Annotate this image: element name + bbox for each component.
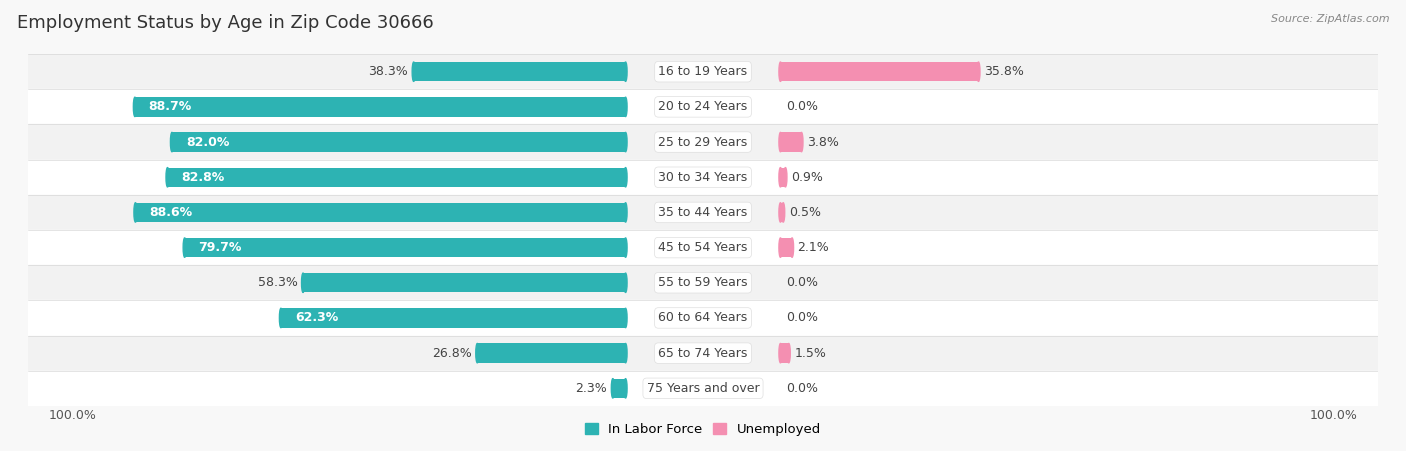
Circle shape (779, 168, 782, 187)
Bar (28, 124, 1378, 160)
Text: 35.8%: 35.8% (984, 65, 1024, 78)
Circle shape (782, 203, 785, 222)
Text: 88.6%: 88.6% (149, 206, 193, 219)
Text: 55 to 59 Years: 55 to 59 Years (658, 276, 748, 289)
Bar (413, 62, 626, 81)
Text: 0.0%: 0.0% (786, 312, 818, 324)
Text: 88.7%: 88.7% (149, 101, 193, 113)
Circle shape (624, 379, 627, 398)
Text: 0.9%: 0.9% (792, 171, 823, 184)
Circle shape (779, 62, 782, 81)
Text: 38.3%: 38.3% (368, 65, 408, 78)
Text: 75 Years and over: 75 Years and over (647, 382, 759, 395)
Bar (281, 308, 626, 327)
Circle shape (624, 308, 627, 327)
Circle shape (475, 344, 479, 363)
Circle shape (779, 238, 782, 257)
Circle shape (624, 97, 627, 116)
Bar (304, 273, 626, 292)
Circle shape (612, 379, 614, 398)
Bar (28, 300, 1378, 336)
Legend: In Labor Force, Unemployed: In Labor Force, Unemployed (579, 418, 827, 442)
Bar (613, 379, 626, 398)
Circle shape (280, 308, 283, 327)
Circle shape (412, 62, 415, 81)
Text: 0.0%: 0.0% (786, 382, 818, 395)
Text: 60 to 64 Years: 60 to 64 Years (658, 312, 748, 324)
Text: 2.3%: 2.3% (575, 382, 607, 395)
Bar (28, 54, 1378, 89)
Bar (780, 62, 979, 81)
Circle shape (779, 133, 782, 152)
Circle shape (624, 168, 627, 187)
Text: 25 to 29 Years: 25 to 29 Years (658, 136, 748, 148)
Circle shape (624, 62, 627, 81)
Bar (780, 168, 786, 187)
Circle shape (779, 344, 782, 363)
Text: 3.8%: 3.8% (807, 136, 839, 148)
Bar (477, 344, 626, 363)
Circle shape (624, 133, 627, 152)
Bar (780, 238, 792, 257)
Text: 82.8%: 82.8% (181, 171, 225, 184)
Text: 20 to 24 Years: 20 to 24 Years (658, 101, 748, 113)
Bar (28, 195, 1378, 230)
Text: 30 to 34 Years: 30 to 34 Years (658, 171, 748, 184)
Circle shape (624, 238, 627, 257)
Bar (28, 336, 1378, 371)
Circle shape (134, 97, 136, 116)
Text: 2.1%: 2.1% (797, 241, 830, 254)
Circle shape (183, 238, 186, 257)
Circle shape (624, 203, 627, 222)
Bar (28, 371, 1378, 406)
Bar (135, 97, 626, 116)
Circle shape (624, 344, 627, 363)
Bar (28, 89, 1378, 124)
Bar (28, 230, 1378, 265)
Circle shape (785, 168, 787, 187)
Text: 58.3%: 58.3% (257, 276, 298, 289)
Circle shape (301, 273, 305, 292)
Bar (167, 168, 626, 187)
Text: 26.8%: 26.8% (432, 347, 472, 359)
Bar (135, 203, 626, 222)
Text: 0.0%: 0.0% (786, 101, 818, 113)
Text: 65 to 74 Years: 65 to 74 Years (658, 347, 748, 359)
Circle shape (624, 273, 627, 292)
Bar (184, 238, 626, 257)
Text: 62.3%: 62.3% (295, 312, 337, 324)
Text: 82.0%: 82.0% (186, 136, 229, 148)
Bar (172, 133, 626, 152)
Circle shape (787, 344, 790, 363)
Bar (780, 344, 789, 363)
Circle shape (170, 133, 173, 152)
Text: 79.7%: 79.7% (198, 241, 242, 254)
Text: 35 to 44 Years: 35 to 44 Years (658, 206, 748, 219)
Text: 16 to 19 Years: 16 to 19 Years (658, 65, 748, 78)
Bar (780, 133, 801, 152)
Circle shape (800, 133, 803, 152)
Text: 45 to 54 Years: 45 to 54 Years (658, 241, 748, 254)
Text: 0.0%: 0.0% (786, 276, 818, 289)
Text: 0.5%: 0.5% (789, 206, 821, 219)
Bar (28, 265, 1378, 300)
Text: Employment Status by Age in Zip Code 30666: Employment Status by Age in Zip Code 306… (17, 14, 433, 32)
Text: Source: ZipAtlas.com: Source: ZipAtlas.com (1271, 14, 1389, 23)
Circle shape (790, 238, 793, 257)
Circle shape (166, 168, 169, 187)
Bar (780, 203, 783, 222)
Text: 1.5%: 1.5% (794, 347, 827, 359)
Circle shape (779, 203, 782, 222)
Circle shape (977, 62, 980, 81)
Bar (28, 160, 1378, 195)
Circle shape (134, 203, 136, 222)
